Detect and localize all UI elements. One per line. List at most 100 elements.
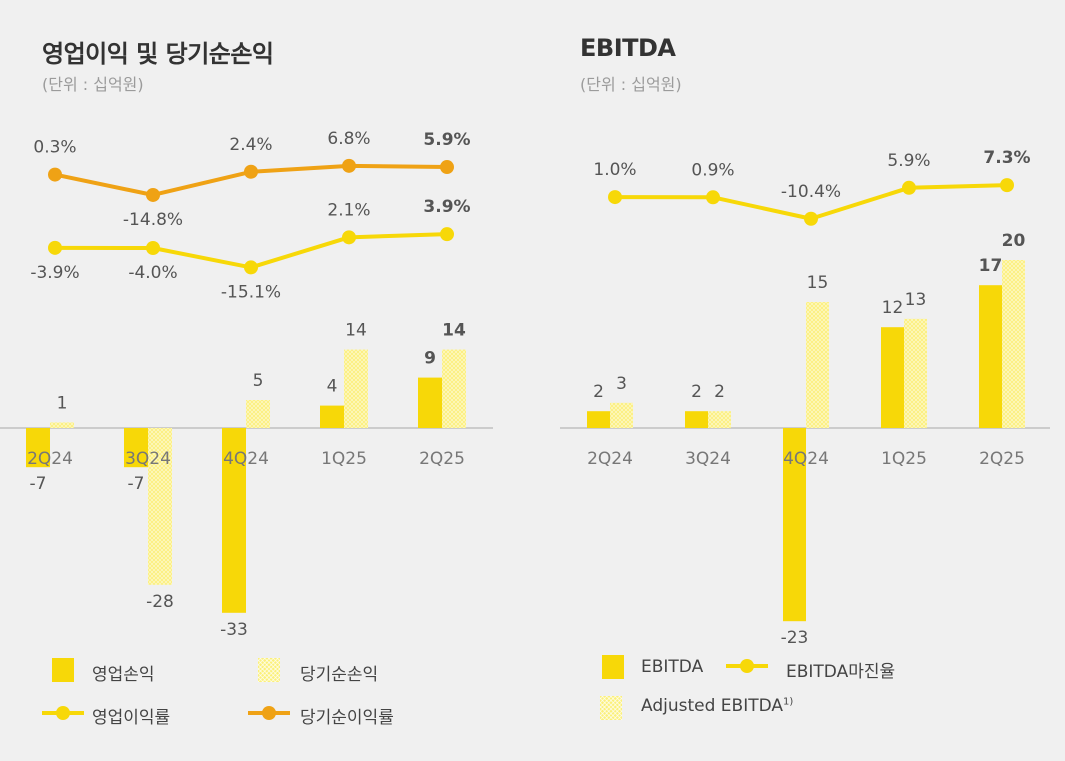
bar-solid-3Q24 [685, 411, 708, 428]
x-tick-label: 2Q24 [27, 449, 73, 469]
left-chart-unit: (단위 : 십억원) [42, 75, 144, 94]
bar-solid-4Q24 [222, 428, 246, 613]
line-label: 5.9% [423, 130, 470, 150]
line-point-2Q25 [440, 160, 454, 175]
bar-label: 3 [616, 374, 627, 394]
line-point-2Q24 [608, 190, 622, 205]
line-point-4Q24 [244, 260, 258, 275]
bar-hatch-2Q24 [50, 422, 74, 428]
line-point-1Q25 [902, 180, 916, 195]
bar-label: -7 [128, 474, 145, 494]
line-label: -10.4% [781, 182, 841, 202]
line-point-2Q24 [48, 167, 62, 182]
left-chart-title: 영업이익 및 당기순손익 [42, 40, 274, 68]
bar-hatch-4Q24 [246, 400, 270, 428]
bar-hatch-2Q24 [610, 402, 633, 428]
bar-label: 5 [253, 371, 264, 391]
line-label: 2.1% [327, 200, 370, 220]
legend-swatch-operating [52, 658, 74, 682]
bar-solid-2Q25 [418, 377, 442, 428]
bar-label: 13 [905, 290, 927, 310]
bar-label: 2 [714, 382, 725, 402]
legend-label-ebitda-margin: EBITDA마진율 [786, 662, 896, 682]
bar-solid-2Q25 [979, 285, 1002, 428]
bar-label: -33 [220, 620, 248, 640]
bar-label: 14 [345, 321, 367, 341]
line-label: 0.9% [691, 160, 734, 180]
bar-hatch-1Q25 [904, 318, 927, 428]
line-point-2Q25 [440, 227, 454, 242]
right-chart-unit: (단위 : 십억원) [580, 75, 682, 94]
x-tick-label: 3Q24 [125, 449, 171, 469]
line-point-4Q24 [244, 164, 258, 179]
x-tick-label: 1Q25 [321, 449, 367, 469]
bar-label: 20 [1002, 231, 1026, 251]
bar-solid-2Q24 [587, 411, 610, 428]
x-tick-label: 4Q24 [223, 449, 269, 469]
bar-label: 2 [593, 382, 604, 402]
legend-label-operating: 영업손익 [92, 665, 155, 685]
legend-swatch-net [258, 658, 280, 682]
bar-label: -23 [781, 628, 809, 648]
bar-hatch-3Q24 [708, 411, 731, 428]
bar-label: 2 [691, 382, 702, 402]
legend-label-net-margin: 당기순이익률 [300, 708, 394, 728]
line-label: -4.0% [128, 263, 177, 283]
left-chart: -7 -7 -33 4 9 1 -28 5 14 14 2Q24 3Q24 4Q24 1Q25 2Q25 -3… [0, 129, 493, 640]
bar-label: -7 [30, 474, 47, 494]
line-label: 6.8% [327, 129, 370, 149]
legend-label-net: 당기순손익 [300, 665, 379, 685]
bar-label: 15 [807, 273, 829, 293]
line-point-1Q25 [342, 230, 356, 245]
legend-label-op-margin: 영업이익률 [92, 708, 171, 728]
legend-swatch-ebitda [602, 655, 624, 679]
bar-solid-1Q25 [881, 327, 904, 428]
right-chart-title: EBITDA [580, 34, 676, 62]
line-label: 0.3% [33, 138, 76, 158]
x-tick-label: 2Q25 [419, 449, 465, 469]
line-label: 7.3% [983, 148, 1030, 168]
bar-hatch-4Q24 [806, 302, 829, 428]
line-label: -3.9% [30, 263, 79, 283]
bar-hatch-1Q25 [344, 349, 368, 428]
line-label: -15.1% [221, 282, 281, 302]
bar-label: 17 [979, 256, 1003, 276]
legend-label-adjusted-text: Adjusted EBITDA [641, 696, 784, 716]
bar-label: 1 [57, 393, 68, 413]
bar-hatch-2Q25 [1002, 260, 1025, 428]
bar-solid-1Q25 [320, 405, 344, 428]
line-point-3Q24 [146, 187, 160, 202]
line-point-3Q24 [146, 241, 160, 255]
x-tick-label: 1Q25 [881, 449, 927, 469]
line-point-4Q24 [804, 211, 818, 226]
line-point-1Q25 [342, 158, 356, 173]
line-label: 1.0% [593, 160, 636, 180]
legend-line-ebitda-margin [726, 659, 768, 673]
line-point-2Q25 [1000, 178, 1014, 193]
x-tick-label: 2Q24 [587, 449, 633, 469]
legend-label-adjusted-sup: 1) [783, 696, 794, 708]
bar-label: 12 [882, 298, 904, 318]
bar-label: 9 [424, 349, 436, 369]
legend-line-op-margin [42, 706, 84, 720]
bar-solid-4Q24 [783, 428, 806, 622]
bar-hatch-3Q24 [148, 428, 172, 585]
bar-hatch-2Q25 [442, 349, 466, 428]
line-label: 3.9% [423, 197, 470, 217]
line-label: -14.8% [123, 210, 183, 230]
legend-line-net-margin [248, 706, 290, 720]
x-tick-label: 2Q25 [979, 449, 1025, 469]
legend-label-ebitda: EBITDA [641, 657, 704, 677]
line-label: 2.4% [229, 135, 272, 155]
x-tick-label: 3Q24 [685, 449, 731, 469]
legend-label-adjusted: Adjusted EBITDA1) [641, 696, 793, 716]
bar-solid-3Q24 [124, 428, 148, 468]
bar-label: -28 [146, 592, 174, 612]
bar-label: 14 [442, 321, 466, 341]
bar-solid-2Q24 [26, 428, 50, 468]
line-point-3Q24 [706, 190, 720, 205]
x-tick-label: 4Q24 [783, 449, 829, 469]
bar-label: 4 [327, 377, 338, 397]
